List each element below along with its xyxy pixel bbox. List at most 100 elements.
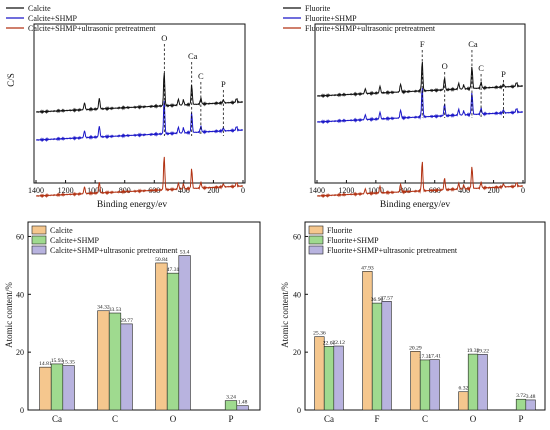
x-tick-label: 0 <box>241 186 245 195</box>
xps-series-line <box>36 72 244 115</box>
calcite-bar-ylabel: Atomic content/% <box>4 282 14 348</box>
category-label: F <box>374 414 379 424</box>
bar-value-label: 22.01 <box>323 340 336 346</box>
peak-label: P <box>501 69 506 79</box>
bar-value-label: 20.29 <box>409 345 422 351</box>
peak-label: O <box>161 33 167 43</box>
y-tick-label: 0 <box>20 406 24 415</box>
y-tick-label: 20 <box>293 348 301 357</box>
legend-swatch <box>31 245 47 255</box>
bar <box>166 272 180 411</box>
category-label: Ca <box>52 414 62 424</box>
bar-axes-frame <box>27 221 261 411</box>
bar <box>108 312 122 411</box>
x-tick-label: 1400 <box>309 186 325 195</box>
peak-label: Ca <box>188 51 198 61</box>
fluorite-bar-panel: Atomic content/% 0 20 40 60 Ca 25.36 22.0122.… <box>280 221 546 424</box>
xps-axes-frame <box>314 23 526 184</box>
bar <box>120 323 133 411</box>
bar <box>314 336 325 411</box>
xps-fluorite-xlabel: Binding energy/ev <box>380 200 451 210</box>
xps-calcite-xlabel: Binding energy/ev <box>97 200 168 210</box>
bar-value-label: 29.77 <box>120 318 133 324</box>
xps-calcite-ylabel: C/S <box>6 73 16 87</box>
bar <box>410 351 421 411</box>
bar <box>467 353 479 411</box>
x-tick-label: 1200 <box>338 186 354 195</box>
bar-value-label: 50.84 <box>155 257 168 263</box>
bar-value-label: 36.96 <box>371 297 384 303</box>
x-tick-label: 400 <box>458 186 470 195</box>
bar-value-label: 19.22 <box>476 348 489 354</box>
peak-label: P <box>221 79 226 89</box>
bar <box>381 301 392 411</box>
bar <box>39 366 52 411</box>
bar <box>62 365 75 411</box>
peak-label: O <box>442 61 448 71</box>
bar-value-label: 37.57 <box>380 295 393 301</box>
bar-value-label: 19.33 <box>467 348 480 354</box>
legend-label: Fluorite+SHMP+ultrasonic pretreatment <box>305 24 436 33</box>
category-label: O <box>470 414 477 424</box>
peak-label: C <box>198 71 204 81</box>
legend-label: Fluorite+SHMP <box>327 236 379 245</box>
bar <box>371 302 383 411</box>
y-tick-label: 40 <box>293 290 301 299</box>
bar <box>419 359 431 411</box>
category-label: Ca <box>324 414 334 424</box>
category-label: C <box>112 414 118 424</box>
bar <box>477 354 488 411</box>
bar <box>458 391 469 411</box>
bar-value-label: 47.93 <box>361 265 374 271</box>
xps-series-line <box>317 61 524 99</box>
category-label: P <box>228 414 233 424</box>
bar-value-label: 17.31 <box>419 354 432 360</box>
xps-series-line <box>36 100 244 143</box>
legend-label: Calcite <box>28 4 51 13</box>
legend-label: Calcite <box>50 226 73 235</box>
bar-value-label: 3.48 <box>526 394 536 400</box>
bar <box>50 363 64 411</box>
bar <box>429 359 440 411</box>
bar-value-label: 47.31 <box>167 267 180 273</box>
y-tick-label: 20 <box>16 348 24 357</box>
bar-value-label: 22.12 <box>332 340 345 346</box>
legend-label: Fluorite <box>305 4 331 13</box>
category-label: O <box>170 414 177 424</box>
legend-label: Fluorite+SHMP+ultrasonic pretreatment <box>327 246 458 255</box>
bar <box>155 262 168 411</box>
x-tick-label: 400 <box>178 186 190 195</box>
bar-value-label: 6.32 <box>459 386 469 392</box>
xps-fluorite-panel: Binding energy/ev 1400 1200 1000 800 600 400 2… <box>283 4 526 210</box>
bar-value-label: 17.41 <box>428 354 441 360</box>
xps-series-line <box>317 161 524 199</box>
legend-label: Fluorite <box>327 226 353 235</box>
xps-axes-frame <box>33 23 246 184</box>
bar <box>236 405 249 411</box>
xps-calcite-panel: C/S Binding energy/ev 1400 1200 1000 800 600… <box>6 4 246 210</box>
bar <box>333 345 344 411</box>
y-tick-label: 0 <box>297 406 301 415</box>
bar <box>97 310 110 411</box>
fluorite-bar-ylabel: Atomic content/% <box>280 282 290 348</box>
legend-swatch <box>308 235 324 245</box>
x-tick-label: 1000 <box>368 186 384 195</box>
peak-label: F <box>420 39 425 49</box>
peak-label: C <box>478 63 484 73</box>
bar-value-label: 33.53 <box>109 307 122 313</box>
bar-value-label: 3.24 <box>226 395 236 401</box>
y-tick-label: 60 <box>16 232 24 241</box>
bar-value-label: 25.36 <box>313 331 326 337</box>
bar-value-label: 14.81 <box>39 361 52 367</box>
bar <box>323 346 335 411</box>
legend-label: Calcite+SHMP+ultrasonic pretreatment <box>50 246 178 255</box>
legend-label: Calcite+SHMP+ultrasonic pretreatment <box>28 24 156 33</box>
x-tick-label: 200 <box>207 186 219 195</box>
x-tick-label: 200 <box>488 186 500 195</box>
x-tick-label: 0 <box>521 186 525 195</box>
bar <box>178 255 191 411</box>
bar <box>525 399 536 411</box>
x-tick-label: 1200 <box>58 186 74 195</box>
